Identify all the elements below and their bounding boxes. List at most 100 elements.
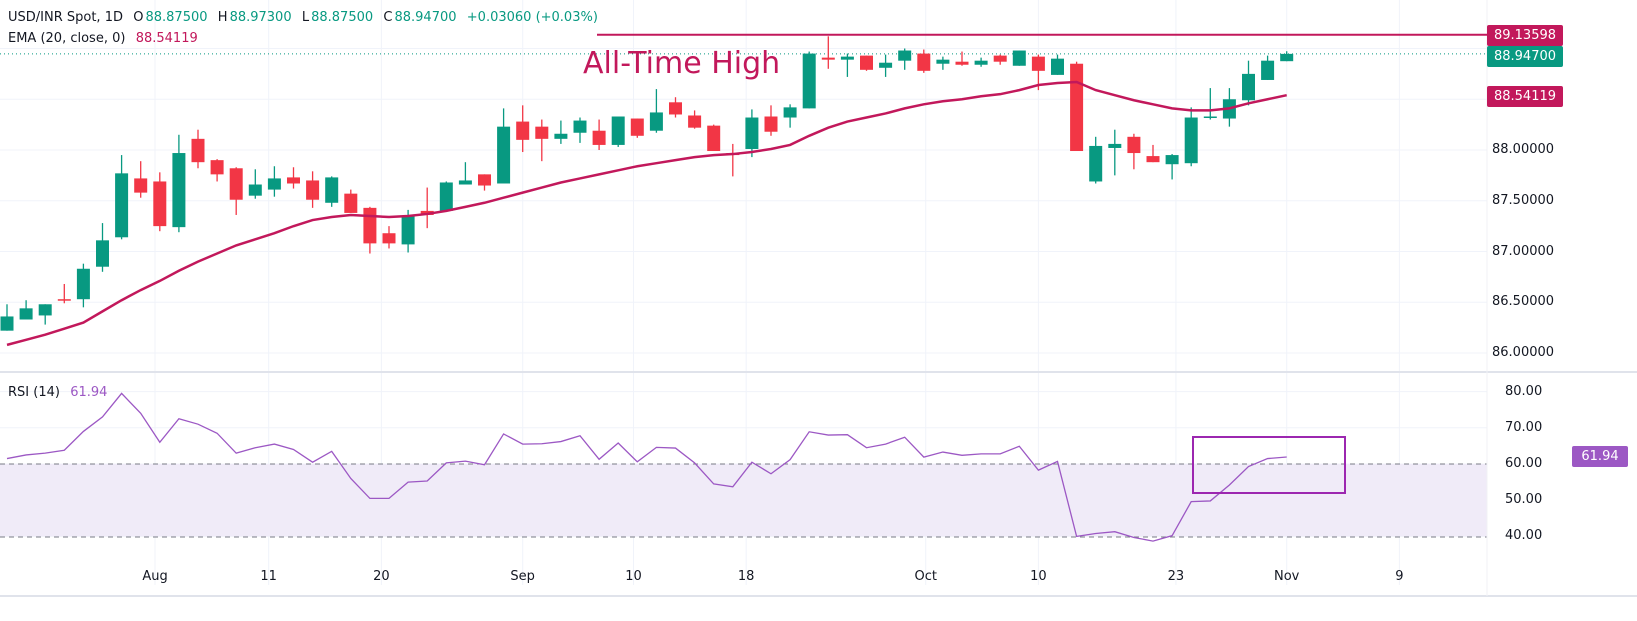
candles [0, 36, 1294, 331]
candle-body-up [898, 50, 912, 61]
candle-body-down [669, 102, 682, 115]
candle-body-down [1031, 56, 1045, 71]
time-axis-label: 20 [373, 569, 390, 584]
ema-label: EMA (20, close, 0) [8, 31, 126, 46]
candle-body-up [325, 177, 339, 203]
open-value: 88.87500 [145, 10, 208, 25]
ema-line [6, 80, 1287, 347]
candle-body-up [1108, 143, 1122, 148]
candle-body-down [153, 181, 167, 227]
candle-body-up [115, 173, 129, 238]
symbol-name: USD/INR Spot, 1D [8, 10, 123, 25]
time-axis-label: 9 [1395, 569, 1404, 584]
candle-body-down [516, 121, 530, 140]
price-axis-label: 87.50000 [1492, 192, 1555, 208]
candle-body-up [783, 107, 797, 118]
candle-body-up [573, 120, 587, 133]
candle-body-down [821, 57, 835, 60]
candle-body-up [745, 117, 759, 149]
candle-body-down [592, 130, 606, 145]
time-axis-label: Aug [142, 569, 168, 584]
ema-legend[interactable]: EMA (20, close, 0) 88.54119 [8, 31, 200, 46]
high-value: 88.97300 [229, 10, 292, 25]
candle-body-up [1280, 53, 1294, 62]
candle-body-down [1127, 136, 1141, 154]
candle-body-down [917, 53, 931, 71]
candle-body-up [96, 240, 109, 267]
price-axis-label: 87.00000 [1492, 243, 1555, 259]
time-axis-label: Oct [914, 569, 937, 584]
candle-body-down [478, 174, 491, 186]
ema-price-badge: 88.54119 [1487, 86, 1563, 107]
ath-price-badge: 89.13598 [1487, 25, 1563, 46]
candle-body-up [1242, 73, 1255, 101]
candle-body-down [306, 180, 320, 200]
candle-body-down [1146, 156, 1160, 163]
low-label: L [301, 10, 310, 25]
rsi-value-badge: 61.94 [1572, 446, 1628, 467]
rsi-band-fill [0, 464, 1487, 537]
change-value: +0.03060 (+0.03%) [466, 10, 598, 25]
symbol-legend: USD/INR Spot, 1D O 88.87500 H 88.97300 L 88… [8, 10, 600, 25]
candle-body-up [1051, 58, 1064, 75]
candle-body-up [1184, 117, 1198, 164]
candle-body-down [229, 168, 243, 200]
low-value: 88.87500 [311, 10, 374, 25]
price-axis-label: 86.00000 [1492, 345, 1555, 360]
candle-body-up [172, 153, 186, 228]
close-value: 88.94700 [394, 10, 457, 25]
rsi-axis-label: 50.00 [1505, 492, 1543, 508]
candle-body-down [287, 177, 300, 184]
time-axis-label: 23 [1167, 569, 1185, 584]
candle-body-down [707, 125, 721, 152]
candle-body-up [840, 56, 854, 60]
rsi-axis-label: 40.00 [1505, 528, 1543, 544]
time-axis-label: 18 [737, 569, 755, 584]
open-label: O [133, 10, 144, 25]
candle-body-down [764, 116, 778, 132]
candle-body-up [267, 178, 281, 190]
candle-body-down [191, 138, 205, 163]
candle-body-down [344, 193, 358, 213]
rsi-value: 61.94 [70, 385, 108, 400]
candle-body-up [1203, 116, 1217, 119]
high-label: H [217, 10, 228, 25]
time-axis-label: 10 [625, 569, 642, 584]
time-axis-label: 11 [260, 569, 277, 584]
time-axis-label: 10 [1030, 569, 1047, 584]
candle-body-up [936, 59, 950, 64]
candle-body-down [1070, 63, 1084, 152]
last-price-badge: 88.94700 [1487, 46, 1563, 67]
all-time-high-label[interactable]: All-Time High [583, 46, 781, 81]
candle-body-up [802, 53, 816, 109]
candle-body-up [76, 268, 90, 300]
candle-body-up [649, 112, 663, 131]
candle-body-down [363, 207, 377, 244]
rsi-label: RSI (14) [8, 385, 60, 400]
candle-body-down [993, 55, 1007, 62]
rsi-axis-label: 60.00 [1505, 456, 1543, 471]
candle-body-up [0, 316, 14, 331]
candle-body-down [688, 115, 702, 128]
rsi-line [6, 392, 1287, 542]
candle-body-up [879, 62, 893, 68]
price-axis-label: 88.00000 [1492, 142, 1555, 157]
candle-body-down [210, 160, 224, 175]
price-axis-label: 86.50000 [1492, 294, 1555, 310]
candle-body-up [1165, 155, 1179, 165]
candle-body-up [1012, 50, 1026, 66]
candle-body-up [1089, 145, 1103, 182]
candle-body-up [1261, 60, 1275, 80]
candle-body-up [248, 184, 262, 196]
candle-body-up [439, 182, 453, 211]
candle-body-down [535, 126, 549, 139]
candle-body-up [401, 215, 415, 245]
candle-body-up [554, 133, 568, 139]
rsi-highlight-box[interactable] [1192, 436, 1346, 494]
candle-body-up [497, 126, 511, 184]
candle-body-down [860, 55, 873, 70]
time-axis-label: Sep [510, 569, 535, 584]
rsi-legend[interactable]: RSI (14) 61.94 [8, 385, 109, 400]
candle-body-down [955, 61, 969, 65]
